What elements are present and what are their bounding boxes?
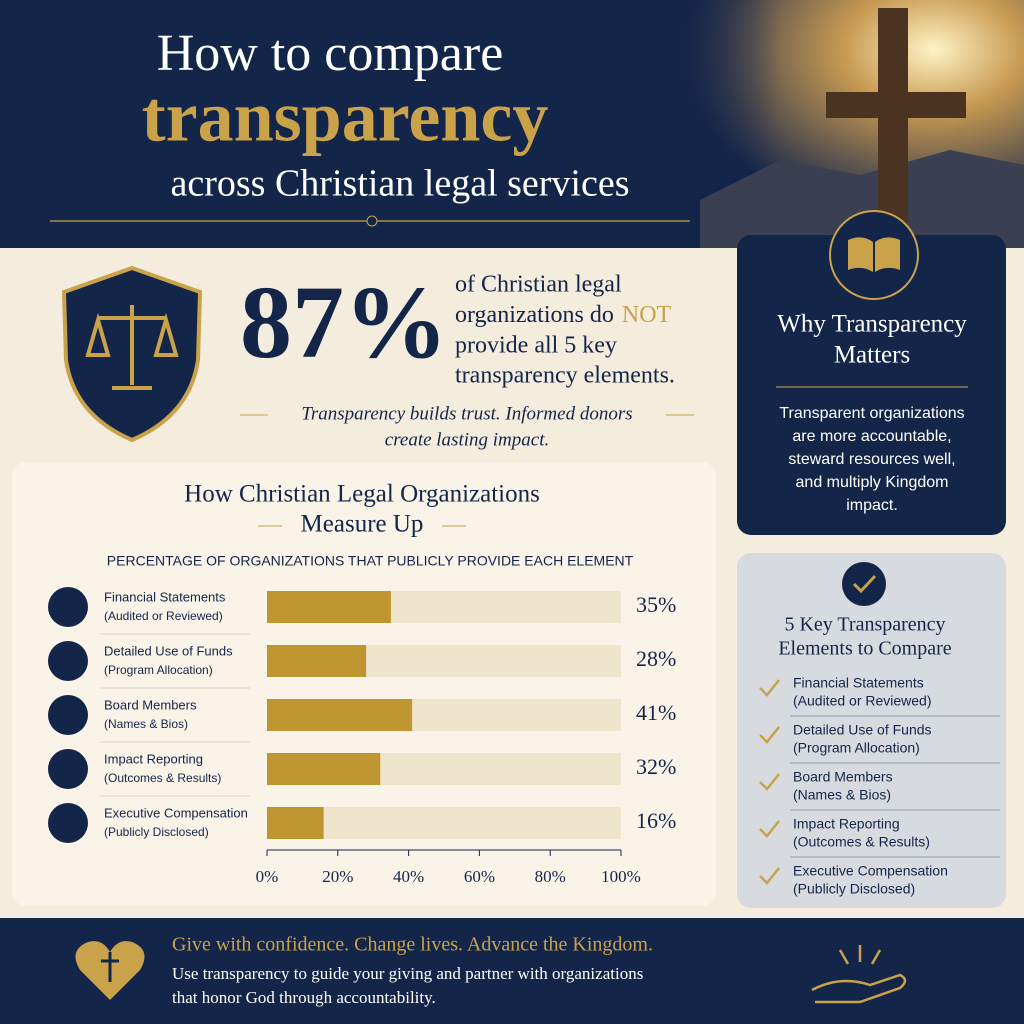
check xyxy=(759,726,780,744)
bar-chart: Financial Statements (Audited or Reviewed… xyxy=(48,587,676,886)
x-tick-label: 80% xyxy=(535,867,566,886)
stat-line: provide all 5 key xyxy=(455,333,617,359)
category-detail: (Outcomes & Results) xyxy=(104,771,221,785)
check xyxy=(852,574,877,594)
why-text: impact. xyxy=(846,497,898,514)
category-label: Impact Reporting xyxy=(104,751,203,766)
cross xyxy=(826,8,966,233)
x-tick-label: 0% xyxy=(256,867,279,886)
why-text: steward resources well, xyxy=(788,451,955,468)
stat-line: organizations do xyxy=(455,302,614,328)
elements-title: 5 Key Transparency xyxy=(784,614,945,636)
row-icon xyxy=(48,587,88,627)
footer-bg xyxy=(0,918,1024,1024)
category-detail: (Publicly Disclosed) xyxy=(104,825,209,839)
value-label: 16% xyxy=(636,808,676,833)
x-tick-label: 20% xyxy=(322,867,353,886)
chart-card xyxy=(12,462,716,906)
footer-headline: Give with confidence. Change lives. Adva… xyxy=(172,934,653,956)
hand-icon xyxy=(811,945,907,1004)
row-icon xyxy=(48,749,88,789)
title: How to compare transparency across Chris… xyxy=(142,25,630,205)
heart-cross xyxy=(101,952,119,982)
category-label: Detailed Use of Funds xyxy=(104,643,233,658)
elements-list: Financial Statements (Audited or Reviewed… xyxy=(759,675,1000,897)
element-detail: (Audited or Reviewed) xyxy=(793,693,932,709)
title-line: across Christian legal services xyxy=(170,163,629,205)
check-icon xyxy=(842,562,886,606)
row-icon xyxy=(48,695,88,735)
footer-text: Use transparency to guide your giving an… xyxy=(172,964,643,983)
why-title: Matters xyxy=(834,342,910,369)
chart-title: How Christian Legal Organizations xyxy=(184,481,540,508)
stat-line: organizations do NOT xyxy=(455,302,672,328)
category-detail: (Audited or Reviewed) xyxy=(104,609,223,623)
element-detail: (Names & Bios) xyxy=(793,787,891,803)
element-name: Financial Statements xyxy=(793,675,924,691)
ornament xyxy=(366,215,378,227)
element-detail: (Program Allocation) xyxy=(793,740,920,756)
value-label: 28% xyxy=(636,646,676,671)
row-icon xyxy=(48,641,88,681)
why-text: Transparent organizations xyxy=(779,405,964,422)
check xyxy=(759,773,780,791)
bar xyxy=(267,753,381,785)
book-icon xyxy=(829,210,919,300)
stat-value: 87% xyxy=(240,265,448,380)
elements-panel xyxy=(737,553,1006,908)
chart-subtitle: PERCENTAGE OF ORGANIZATIONS THAT PUBLICL… xyxy=(107,553,634,569)
category-label: Financial Statements xyxy=(104,589,226,604)
bar xyxy=(267,645,367,677)
quote-line: create lasting impact. xyxy=(385,429,549,450)
element-name: Board Members xyxy=(793,769,893,785)
element-name: Impact Reporting xyxy=(793,816,900,832)
elements-title: Elements to Compare xyxy=(778,638,951,660)
title-line: transparency xyxy=(142,77,549,157)
value-label: 32% xyxy=(636,754,676,779)
category-detail: (Program Allocation) xyxy=(104,663,213,677)
value-label: 41% xyxy=(636,700,676,725)
quote-line: Transparency builds trust. Informed dono… xyxy=(301,403,632,424)
stat-emphasis: NOT xyxy=(622,302,672,328)
why-title: Why Transparency xyxy=(777,311,967,338)
footer-text: that honor God through accountability. xyxy=(172,988,436,1007)
book xyxy=(848,237,900,272)
element-detail: (Publicly Disclosed) xyxy=(793,881,915,897)
element-name: Executive Compensation xyxy=(793,863,948,879)
bar xyxy=(267,699,413,731)
element-name: Detailed Use of Funds xyxy=(793,722,932,738)
check xyxy=(759,820,780,838)
bar xyxy=(267,807,324,839)
chart-title: Measure Up xyxy=(301,511,424,538)
why-text: and multiply Kingdom xyxy=(796,474,949,491)
row-icon xyxy=(48,803,88,843)
element-detail: (Outcomes & Results) xyxy=(793,834,930,850)
x-tick-label: 100% xyxy=(601,867,641,886)
why-panel xyxy=(737,235,1006,535)
title-line: How to compare xyxy=(157,25,504,82)
category-detail: (Names & Bios) xyxy=(104,717,188,731)
bar xyxy=(267,591,391,623)
why-text: are more accountable, xyxy=(792,428,951,445)
mountains xyxy=(700,150,1024,248)
category-label: Executive Compensation xyxy=(104,805,248,820)
check xyxy=(759,867,780,885)
x-tick-label: 40% xyxy=(393,867,424,886)
stat-line: of Christian legal xyxy=(455,272,622,298)
category-label: Board Members xyxy=(104,697,197,712)
shield xyxy=(61,265,203,443)
stat-line: transparency elements. xyxy=(455,363,675,389)
x-tick-label: 60% xyxy=(464,867,495,886)
check xyxy=(759,679,780,697)
bar-track xyxy=(267,807,621,839)
value-label: 35% xyxy=(636,592,676,617)
